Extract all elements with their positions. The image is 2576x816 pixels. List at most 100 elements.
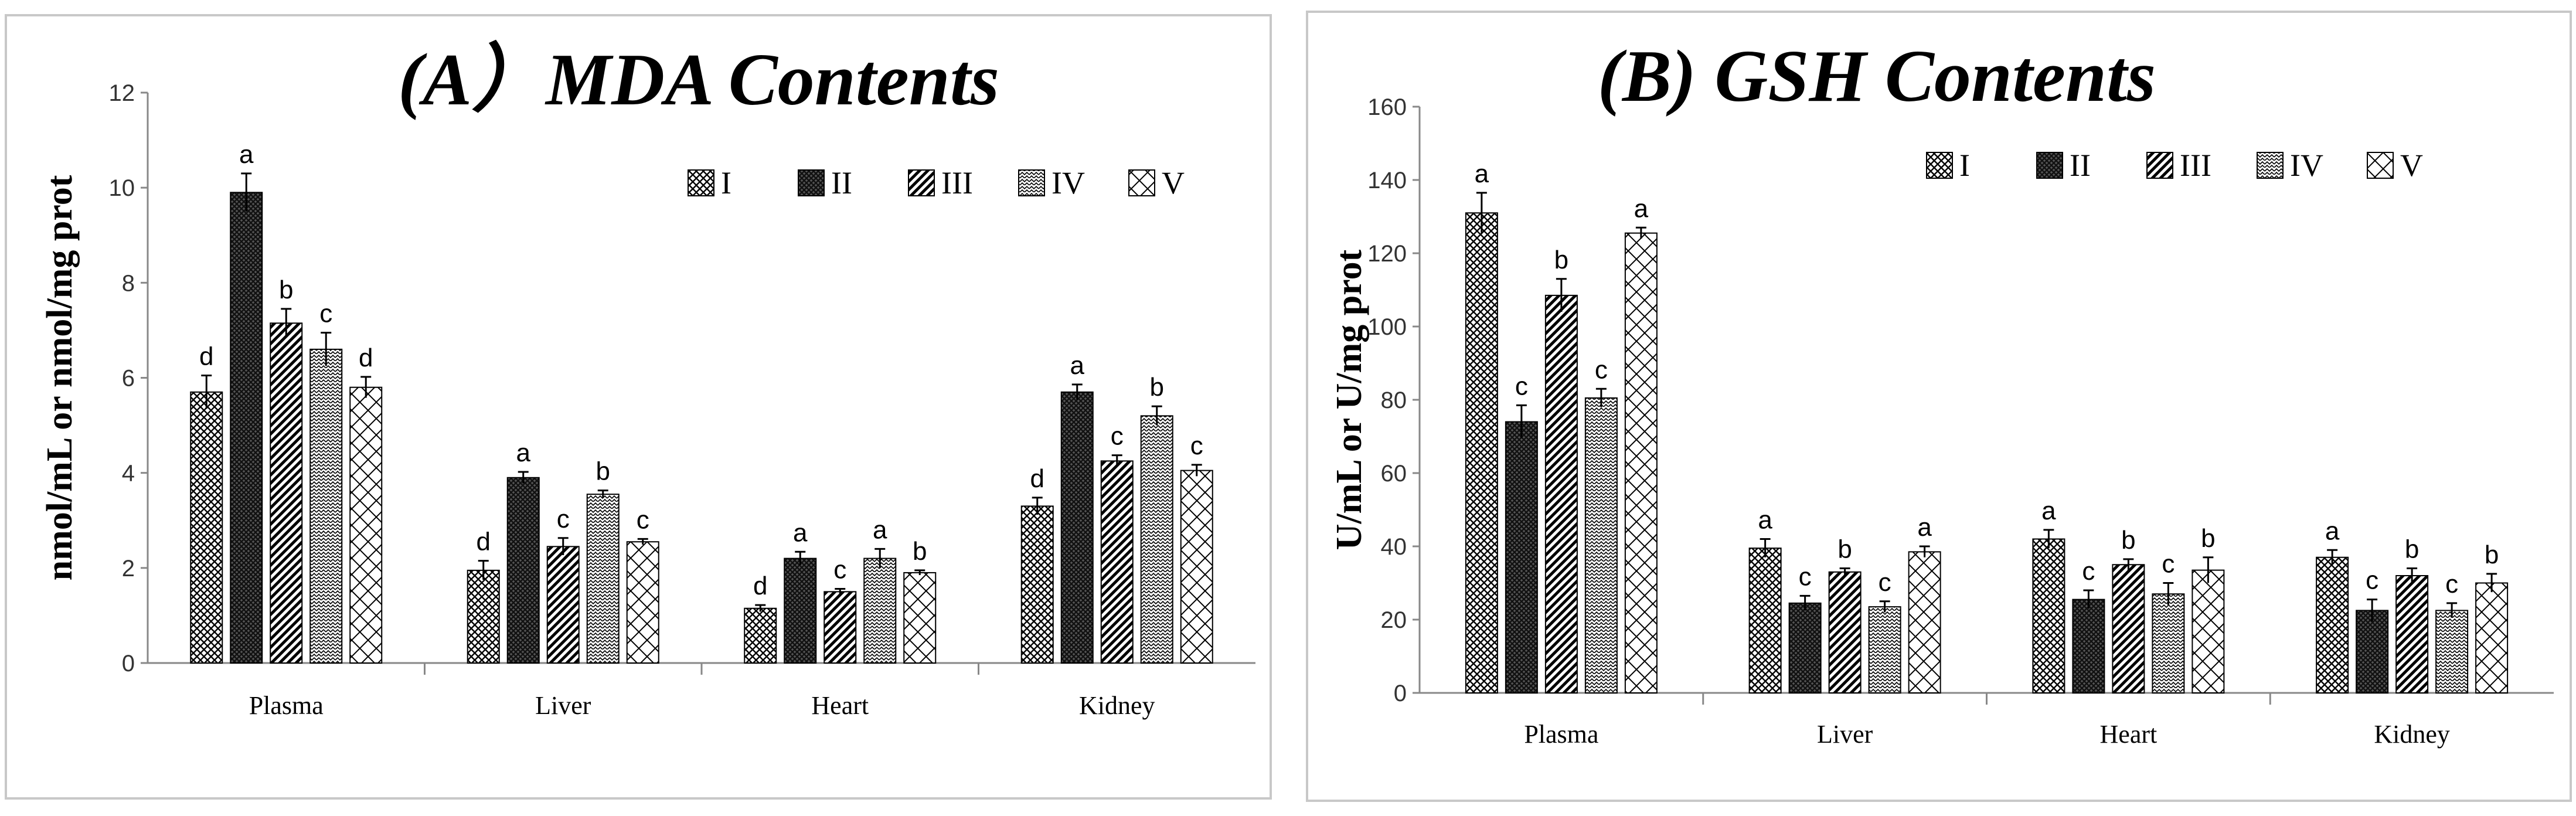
bar (626, 541, 659, 664)
legend-label: III (2180, 148, 2211, 183)
chart-title: (A）MDA Contents (398, 39, 999, 121)
significance-label: c (1595, 355, 1608, 384)
significance-label: b (2121, 526, 2135, 555)
bar (823, 591, 857, 664)
y-axis-label: U/mL or U/mg prot (1329, 249, 1369, 550)
bar (2192, 569, 2225, 693)
y-tick-label: 40 (1381, 534, 1407, 560)
significance-label: d (199, 342, 213, 370)
y-tick-label: 6 (122, 366, 135, 392)
category-label: Heart (811, 691, 869, 720)
legend-label: I (721, 165, 731, 200)
significance-label: b (1554, 246, 1568, 274)
significance-label: c (1799, 562, 1812, 591)
legend-label: V (2400, 148, 2423, 183)
bar (1748, 548, 1782, 693)
bar (1544, 294, 1578, 693)
y-tick-label: 100 (1367, 314, 1407, 340)
legend-swatch (2367, 152, 2394, 179)
legend-swatch (2257, 152, 2284, 179)
significance-label: b (1150, 373, 1164, 402)
bar (784, 557, 817, 664)
y-tick-label: 12 (109, 80, 135, 106)
significance-label: a (1758, 506, 1772, 535)
bar (1180, 470, 1213, 664)
y-tick-label: 20 (1381, 607, 1407, 633)
significance-label: b (913, 537, 927, 566)
bar (270, 322, 303, 664)
bar (1505, 421, 1538, 693)
category-label: Liver (535, 691, 591, 720)
bar (1908, 551, 1941, 693)
significance-label: c (1879, 568, 1891, 597)
bar (2112, 564, 2145, 693)
bar (546, 546, 580, 664)
gsh-chart-panel: (B) GSH Contents U/mL or U/mg prot 0 20 40 60… (1306, 11, 2572, 802)
bar (309, 348, 343, 664)
legend-swatch (1926, 152, 1953, 179)
legend-swatch (1018, 169, 1045, 196)
bar (1788, 602, 1822, 693)
y-tick-label: 60 (1381, 461, 1407, 487)
legend-swatch (908, 169, 935, 196)
bar (506, 477, 540, 664)
bar (1100, 460, 1134, 664)
significance-label: c (833, 556, 846, 584)
y-tick-label: 10 (109, 175, 135, 201)
bar (2072, 599, 2105, 693)
significance-label: a (1917, 513, 1932, 542)
y-tick-label: 0 (122, 651, 135, 676)
bar (744, 607, 777, 664)
bar (1020, 505, 1054, 664)
bar (2475, 582, 2509, 693)
legend-label: V (1162, 165, 1185, 200)
bar (2356, 610, 2389, 693)
category-label: Kidney (1079, 691, 1155, 720)
y-tick-label: 2 (122, 556, 135, 582)
y-tick-label: 0 (1394, 681, 1407, 706)
significance-label: b (1837, 535, 1852, 564)
significance-label: d (477, 528, 491, 556)
legend-label: I (1959, 148, 1970, 183)
y-tick-label: 120 (1367, 241, 1407, 267)
significance-label: d (753, 572, 767, 600)
significance-label: b (2485, 540, 2499, 569)
significance-label: c (2082, 557, 2095, 586)
y-tick-label: 80 (1381, 387, 1407, 413)
legend-swatch (1128, 169, 1155, 196)
bar (1868, 606, 1901, 693)
significance-label: b (2201, 524, 2215, 553)
bar (190, 391, 223, 664)
significance-label: c (637, 505, 649, 534)
legend-label: IV (2290, 148, 2323, 183)
legend-swatch (2146, 152, 2173, 179)
significance-label: c (2445, 570, 2458, 599)
significance-label: a (239, 140, 254, 169)
legend-label: III (941, 165, 973, 200)
significance-label: a (1475, 159, 1489, 188)
significance-label: b (279, 276, 293, 304)
bar (2032, 538, 2065, 693)
legend-swatch (798, 169, 825, 196)
category-label: Plasma (1524, 720, 1598, 749)
bar (1624, 232, 1658, 693)
category-label: Liver (1817, 720, 1873, 749)
bar (903, 572, 937, 664)
chart-title: (B) GSH Contents (1598, 36, 2156, 117)
y-tick-label: 8 (122, 270, 135, 296)
significance-label: a (793, 518, 808, 547)
significance-label: c (2162, 550, 2175, 579)
significance-label: b (596, 457, 610, 486)
bar (1140, 415, 1173, 664)
significance-label: c (557, 505, 570, 533)
significance-label: a (1070, 351, 1085, 380)
bar (863, 557, 897, 664)
significance-label: c (2366, 566, 2378, 595)
bar (230, 192, 263, 664)
bar (586, 494, 620, 664)
legend-swatch (2036, 152, 2063, 179)
bar (1060, 391, 1094, 664)
significance-label: c (1515, 372, 1528, 400)
mda-chart-panel: (A）MDA Contents nmol/mL or nmol/mg prot 0 2… (5, 14, 1272, 800)
significance-label: d (1030, 464, 1044, 493)
